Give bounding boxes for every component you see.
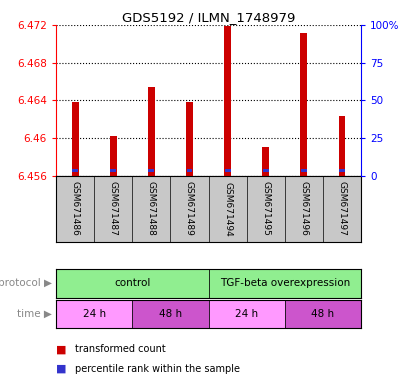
Text: percentile rank within the sample: percentile rank within the sample — [75, 364, 240, 374]
Bar — [187, 169, 193, 172]
Text: ■: ■ — [56, 364, 66, 374]
Text: GSM671496: GSM671496 — [299, 182, 308, 236]
Text: protocol ▶: protocol ▶ — [0, 278, 52, 288]
Bar — [110, 169, 116, 172]
Text: GSM671487: GSM671487 — [109, 182, 118, 236]
Bar — [339, 116, 345, 176]
Text: GSM671488: GSM671488 — [147, 182, 156, 236]
Text: TGF-beta overexpression: TGF-beta overexpression — [220, 278, 350, 288]
Bar — [56, 300, 132, 328]
Bar — [209, 269, 361, 298]
Bar — [149, 169, 154, 172]
Bar — [56, 269, 209, 298]
Bar — [72, 102, 78, 176]
Title: GDS5192 / ILMN_1748979: GDS5192 / ILMN_1748979 — [122, 11, 295, 24]
Text: time ▶: time ▶ — [17, 309, 52, 319]
Bar — [110, 136, 117, 176]
Text: GSM671497: GSM671497 — [337, 182, 347, 236]
Text: transformed count: transformed count — [75, 344, 166, 354]
Bar — [72, 169, 78, 172]
Text: GSM671489: GSM671489 — [185, 182, 194, 236]
Bar — [209, 300, 285, 328]
Text: 24 h: 24 h — [83, 309, 106, 319]
Bar — [285, 300, 361, 328]
Text: 48 h: 48 h — [159, 309, 182, 319]
Text: ■: ■ — [56, 344, 66, 354]
Bar — [132, 300, 209, 328]
Bar — [186, 102, 193, 176]
Bar — [263, 169, 269, 172]
Text: 24 h: 24 h — [235, 309, 258, 319]
Bar — [339, 169, 345, 172]
Text: control: control — [114, 278, 151, 288]
Bar — [262, 147, 269, 176]
Text: GSM671495: GSM671495 — [261, 182, 270, 236]
Bar — [300, 33, 307, 176]
Bar — [225, 169, 230, 172]
Bar — [301, 169, 307, 172]
Bar — [224, 26, 231, 176]
Text: 48 h: 48 h — [311, 309, 334, 319]
Text: GSM671494: GSM671494 — [223, 182, 232, 236]
Text: GSM671486: GSM671486 — [71, 182, 80, 236]
Bar — [148, 87, 155, 176]
